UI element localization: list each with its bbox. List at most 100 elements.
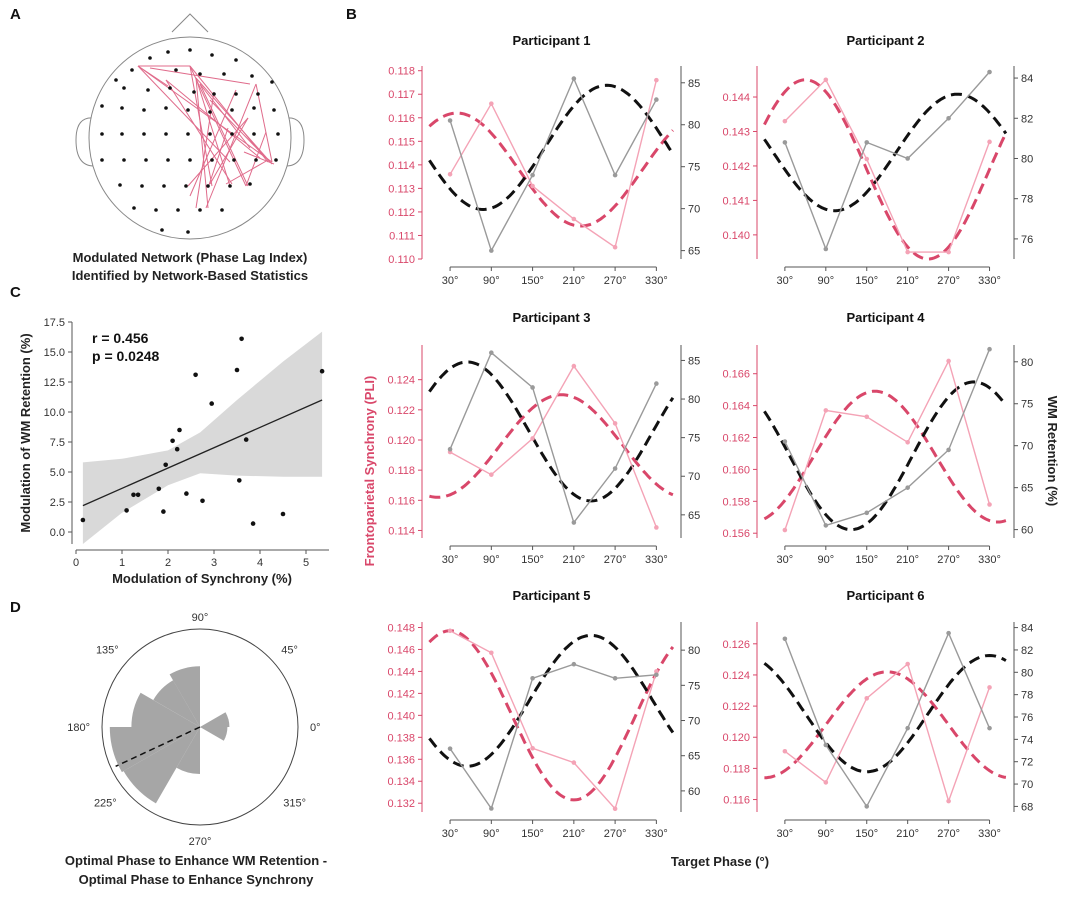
network-electrodes (100, 48, 280, 234)
synchrony-raw-point (782, 527, 788, 533)
network-edge (205, 83, 257, 209)
left-tick-label: 0.120 (387, 435, 415, 447)
data-point (209, 401, 214, 406)
y-tick-label: 12.5 (44, 377, 65, 389)
participant-plot: Participant 1 0.110 0.111 0.112 0.113 0.114 0.… (388, 33, 700, 287)
x-tick-label: 1 (119, 557, 125, 569)
left-tick-label: 0.156 (722, 528, 750, 540)
synchrony-raw-line (449, 630, 658, 811)
electrode-dot (208, 110, 212, 114)
electrode-dot (232, 158, 236, 162)
participant-plot: Participant 6 0.116 0.118 0.120 0.122 0.124 0.… (722, 588, 1033, 840)
left-tick-label: 0.158 (722, 496, 750, 508)
synchrony-raw-point (864, 414, 870, 420)
synchrony-raw-point (489, 101, 494, 106)
y-tick-label: 15.0 (44, 347, 65, 359)
participant-title: Participant 2 (846, 33, 924, 48)
right-tick-label: 82 (1021, 113, 1033, 125)
electrode-dot (100, 104, 104, 108)
electrode-dot (184, 184, 188, 188)
electrode-dot (114, 78, 118, 82)
data-point (319, 368, 325, 374)
participant-title: Participant 1 (512, 33, 590, 48)
left-tick-label: 0.166 (722, 369, 750, 381)
retention-raw-point (987, 346, 992, 352)
electrode-dot (274, 158, 278, 162)
right-tick-label: 70 (1021, 779, 1033, 791)
retention-raw-point (654, 97, 659, 102)
left-tick-label: 0.116 (388, 113, 415, 125)
synchrony-raw-point (571, 760, 577, 765)
angle-label: 225° (94, 797, 117, 809)
right-tick-label: 80 (688, 645, 700, 657)
electrode-dot (168, 86, 172, 90)
angle-label: 180° (67, 722, 90, 734)
synchrony-fit-curve (764, 670, 1007, 780)
x-tick-label: 210° (562, 554, 585, 566)
retention-raw-point (530, 675, 535, 681)
participant-title: Participant 3 (512, 310, 590, 325)
network-edge (199, 83, 249, 187)
synchrony-raw-line (449, 79, 658, 249)
left-tick-label: 0.124 (387, 375, 415, 387)
synchrony-raw-point (905, 439, 910, 445)
retention-raw-point (571, 520, 577, 525)
angle-label: 0° (310, 722, 321, 734)
synchrony-raw-point (612, 244, 618, 250)
right-tick-label: 65 (1021, 483, 1033, 495)
x-tick-label: 150° (855, 275, 878, 287)
retention-fit-curve (428, 360, 675, 503)
network-edge (225, 159, 269, 185)
electrode-dot (250, 74, 254, 78)
network-edge (165, 79, 261, 159)
electrode-dot (254, 158, 258, 162)
retention-raw-point (612, 172, 618, 178)
left-tick-label: 0.118 (723, 763, 750, 775)
electrode-dot (234, 92, 238, 96)
left-tick-label: 0.132 (387, 798, 415, 810)
left-tick-label: 0.111 (389, 230, 415, 242)
data-point (131, 492, 136, 498)
electrode-dot (186, 230, 190, 234)
left-tick-label: 0.122 (722, 701, 750, 713)
right-tick-label: 74 (1021, 734, 1033, 746)
x-tick-label: 150° (855, 554, 878, 566)
electrode-dot (220, 208, 224, 212)
x-tick-label: 210° (896, 554, 919, 566)
synchrony-raw-point (987, 685, 992, 690)
x-tick-label: 90° (817, 275, 834, 287)
left-tick-label: 0.116 (723, 795, 750, 807)
network-edge (149, 67, 251, 85)
retention-raw-point (987, 725, 992, 731)
retention-raw-point (489, 248, 494, 253)
x-tick-label: 330° (645, 554, 668, 566)
retention-raw-point (612, 675, 618, 681)
panel-c-scatter: 0.0 2.5 5.0 7.5 10.0 12.5 15.0 17.5 0 1 2 3 4 5 r = 0.… (18, 317, 329, 586)
x-tick-label: 90° (817, 828, 834, 840)
electrode-dot (118, 183, 122, 187)
retention-fit-curve (428, 83, 675, 212)
y-tick-label: 2.5 (50, 497, 65, 509)
retention-fit-curve (428, 633, 675, 768)
right-tick-label: 70 (688, 716, 700, 728)
right-tick-label: 60 (688, 786, 700, 798)
electrode-dot (198, 208, 202, 212)
network-edges (137, 65, 275, 209)
electrode-dot (270, 80, 274, 84)
right-tick-label: 75 (688, 433, 700, 445)
left-tick-label: 0.142 (722, 161, 750, 173)
left-tick-label: 0.110 (388, 254, 415, 266)
left-tick-label: 0.134 (387, 776, 415, 788)
synchrony-raw-point (447, 171, 453, 177)
x-tick-label: 3 (211, 557, 217, 569)
r-annotation: r = 0.456 (92, 330, 149, 346)
retention-fit-curve (763, 380, 1008, 532)
participant-plot: Participant 4 0.156 0.158 0.160 0.162 0.164 0.… (722, 310, 1033, 566)
x-axis-label: Modulation of Synchrony (%) (112, 571, 292, 586)
right-tick-label: 80 (688, 394, 700, 406)
synchrony-raw-point (654, 77, 659, 83)
network-edge (209, 117, 249, 185)
electrode-dot (186, 108, 190, 112)
retention-fit-curve (763, 92, 1008, 213)
electrode-dot (162, 184, 166, 188)
